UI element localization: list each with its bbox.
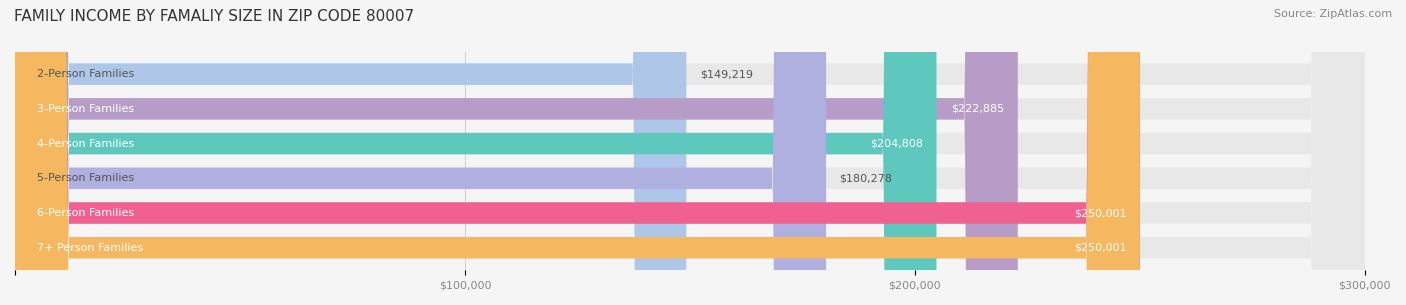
FancyBboxPatch shape — [15, 0, 1365, 305]
FancyBboxPatch shape — [15, 0, 1018, 305]
Text: FAMILY INCOME BY FAMALIY SIZE IN ZIP CODE 80007: FAMILY INCOME BY FAMALIY SIZE IN ZIP COD… — [14, 9, 415, 24]
Text: $149,219: $149,219 — [700, 69, 752, 79]
FancyBboxPatch shape — [15, 0, 686, 305]
Text: Source: ZipAtlas.com: Source: ZipAtlas.com — [1274, 9, 1392, 19]
Text: 2-Person Families: 2-Person Families — [38, 69, 135, 79]
FancyBboxPatch shape — [15, 0, 1365, 305]
Text: $180,278: $180,278 — [839, 173, 893, 183]
Text: $250,001: $250,001 — [1074, 208, 1126, 218]
FancyBboxPatch shape — [15, 0, 1140, 305]
Text: $222,885: $222,885 — [952, 104, 1004, 114]
Text: $204,808: $204,808 — [870, 138, 922, 149]
Text: 6-Person Families: 6-Person Families — [38, 208, 135, 218]
Text: 7+ Person Families: 7+ Person Families — [38, 243, 143, 253]
FancyBboxPatch shape — [15, 0, 1365, 305]
FancyBboxPatch shape — [15, 0, 827, 305]
FancyBboxPatch shape — [15, 0, 1140, 305]
FancyBboxPatch shape — [15, 0, 1365, 305]
FancyBboxPatch shape — [15, 0, 1365, 305]
Text: 4-Person Families: 4-Person Families — [38, 138, 135, 149]
Text: 5-Person Families: 5-Person Families — [38, 173, 135, 183]
FancyBboxPatch shape — [15, 0, 1365, 305]
Text: 3-Person Families: 3-Person Families — [38, 104, 135, 114]
Text: $250,001: $250,001 — [1074, 243, 1126, 253]
FancyBboxPatch shape — [15, 0, 936, 305]
